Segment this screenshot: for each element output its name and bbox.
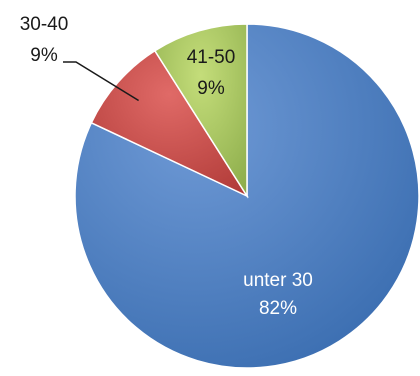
slice-label-30-40-percent: 9% (30, 45, 58, 66)
slice-label-unter-30-percent: 82% (259, 298, 297, 319)
pie-slices (74, 23, 420, 369)
slice-label-41-50-percent: 9% (197, 78, 225, 99)
pie-slice-41-50 (153, 23, 248, 199)
pie-slice-30-40 (90, 49, 250, 198)
leader-line-30-40 (63, 61, 139, 102)
slice-label-unter-30-category: unter 30 (243, 270, 313, 291)
slice-label-30-40-category: 30-40 (20, 14, 69, 35)
slice-labels: unter 30 82% 30-40 9% 41-50 9% (20, 14, 313, 319)
slice-label-41-50-category: 41-50 (187, 47, 236, 68)
